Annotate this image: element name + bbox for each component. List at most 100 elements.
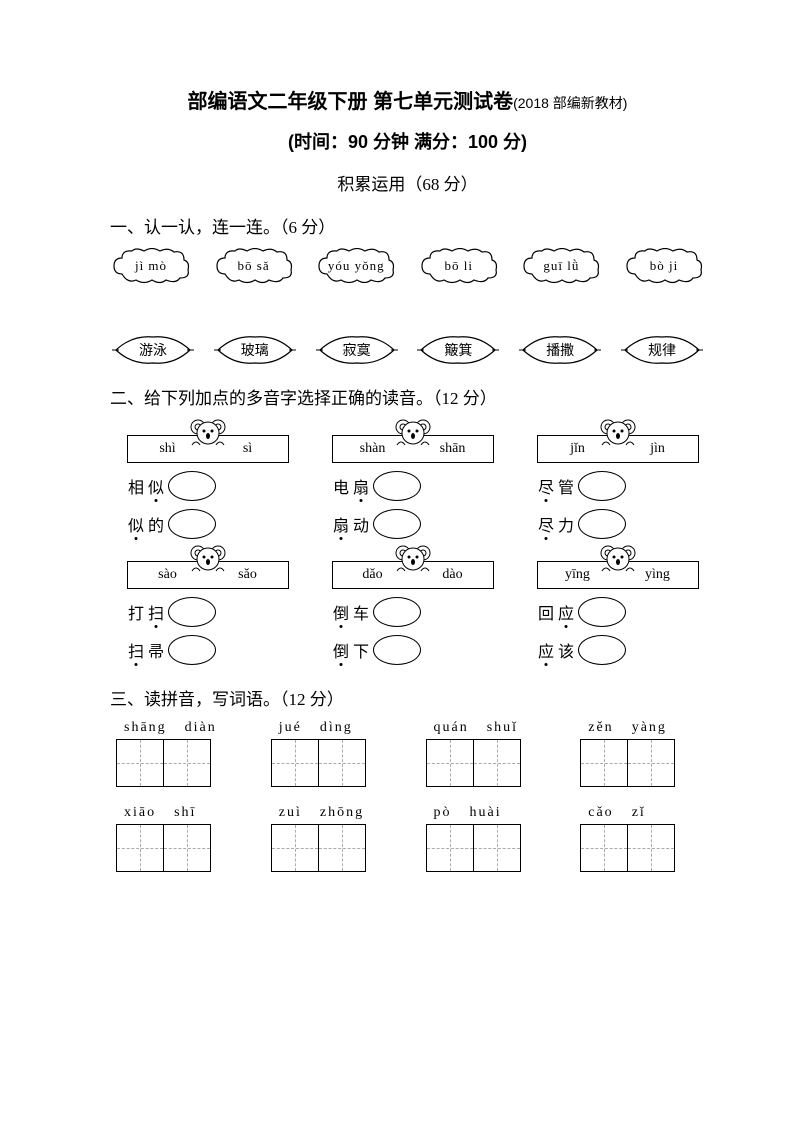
tianzi-cell[interactable] <box>473 824 521 872</box>
hanzi-char: 下 <box>353 638 369 662</box>
word-row: 尽管 <box>538 471 705 501</box>
pinyin-label: zuìzhōng <box>271 805 396 821</box>
answer-oval[interactable] <box>168 509 216 539</box>
answer-oval[interactable] <box>168 471 216 501</box>
hanzi-char: 似 <box>128 512 144 536</box>
hanzi-char: 倒 <box>333 600 349 624</box>
pinyin-write-item: zuìzhōng <box>271 805 396 872</box>
answer-oval[interactable] <box>373 597 421 627</box>
title-sub: (2018 部编新教材) <box>513 95 627 111</box>
tianzi-cell[interactable] <box>318 824 366 872</box>
answer-oval[interactable] <box>373 635 421 665</box>
tianzi-cell[interactable] <box>116 739 164 787</box>
answer-oval[interactable] <box>578 509 626 539</box>
tianzi-grid[interactable] <box>271 824 396 872</box>
word-row: 打扫 <box>128 597 295 627</box>
hanzi-char: 似 <box>148 474 164 498</box>
pinyin-write-item: zěnyàng <box>580 720 705 787</box>
hanzi-char: 扇 <box>333 512 349 536</box>
pinyin-cloud: yóu yǒng <box>317 248 395 284</box>
pinyin-choice-block: dǎo dào倒车倒下 <box>325 545 500 667</box>
hanzi-char: 倒 <box>333 638 349 662</box>
tianzi-grid[interactable] <box>116 739 241 787</box>
tianzi-cell[interactable] <box>163 739 211 787</box>
hanzi-char: 应 <box>538 638 554 662</box>
tianzi-cell[interactable] <box>426 824 474 872</box>
pinyin-cloud: bō sǎ <box>215 248 293 284</box>
hanzi-char: 扫 <box>148 600 164 624</box>
pinyin-write-item: xiāoshī <box>116 805 241 872</box>
tianzi-cell[interactable] <box>271 739 319 787</box>
word-leaf: 播撒 <box>519 334 601 366</box>
leaf-row: 游泳 玻璃 寂寞 簸箕 播撒 规律 <box>110 334 705 366</box>
word-row: 相似 <box>128 471 295 501</box>
subtitle: (时间：90 分钟 满分：100 分) <box>110 128 705 154</box>
word-leaf: 簸箕 <box>417 334 499 366</box>
pinyin-label: pòhuài <box>426 805 551 821</box>
word-row: 倒车 <box>333 597 500 627</box>
hanzi-char: 帚 <box>148 638 164 662</box>
tianzi-cell[interactable] <box>271 824 319 872</box>
tianzi-cell[interactable] <box>580 739 628 787</box>
tianzi-cell[interactable] <box>116 824 164 872</box>
tianzi-grid[interactable] <box>426 824 551 872</box>
pinyin-label: zěnyàng <box>580 720 705 736</box>
pinyin-write-item: shāngdiàn <box>116 720 241 787</box>
hanzi-char: 扫 <box>128 638 144 662</box>
answer-oval[interactable] <box>373 471 421 501</box>
hanzi-char: 相 <box>128 474 144 498</box>
word-row: 电扇 <box>333 471 500 501</box>
pinyin-write-item: juédìng <box>271 720 396 787</box>
word-leaf: 玻璃 <box>214 334 296 366</box>
answer-oval[interactable] <box>168 635 216 665</box>
pinyin-cloud: bō li <box>420 248 498 284</box>
hanzi-char: 尽 <box>538 512 554 536</box>
main-title: 部编语文二年级下册 第七单元测试卷(2018 部编新教材) <box>110 85 705 114</box>
tianzi-cell[interactable] <box>318 739 366 787</box>
tianzi-grid[interactable] <box>271 739 396 787</box>
tianzi-cell[interactable] <box>627 824 675 872</box>
word-row: 应该 <box>538 635 705 665</box>
tianzi-cell[interactable] <box>163 824 211 872</box>
tianzi-cell[interactable] <box>473 739 521 787</box>
answer-oval[interactable] <box>373 509 421 539</box>
word-leaf: 规律 <box>621 334 703 366</box>
pinyin-label: quánshuǐ <box>426 720 551 736</box>
tianzi-grid[interactable] <box>580 739 705 787</box>
pinyin-cloud: guī lǜ <box>522 248 600 284</box>
hanzi-char: 回 <box>538 600 554 624</box>
tianzi-cell[interactable] <box>580 824 628 872</box>
s1-heading: 一、认一认，连一连。（6 分） <box>110 213 705 238</box>
word-leaf: 游泳 <box>112 334 194 366</box>
s2-heading: 二、给下列加点的多音字选择正确的读音。（12 分） <box>110 384 705 409</box>
hanzi-char: 力 <box>558 512 574 536</box>
answer-oval[interactable] <box>578 635 626 665</box>
pinyin-write-item: quánshuǐ <box>426 720 551 787</box>
pinyin-label: cǎozǐ <box>580 805 705 821</box>
tianzi-grid[interactable] <box>116 824 241 872</box>
pinyin-choice-block: jǐn jìn尽管尽力 <box>530 419 705 541</box>
answer-oval[interactable] <box>578 597 626 627</box>
hanzi-char: 电 <box>333 474 349 498</box>
word-row: 回应 <box>538 597 705 627</box>
tianzi-grid[interactable] <box>580 824 705 872</box>
pinyin-write-item: cǎozǐ <box>580 805 705 872</box>
hanzi-char: 该 <box>558 638 574 662</box>
tianzi-grid[interactable] <box>426 739 551 787</box>
hanzi-char: 管 <box>558 474 574 498</box>
hanzi-char: 车 <box>353 600 369 624</box>
hanzi-char: 动 <box>353 512 369 536</box>
pinyin-cloud: jì mò <box>112 248 190 284</box>
pinyin-cloud: bò ji <box>625 248 703 284</box>
pinyin-write-item: pòhuài <box>426 805 551 872</box>
word-row: 倒下 <box>333 635 500 665</box>
pinyin-label: juédìng <box>271 720 396 736</box>
answer-oval[interactable] <box>168 597 216 627</box>
answer-oval[interactable] <box>578 471 626 501</box>
tianzi-cell[interactable] <box>627 739 675 787</box>
word-row: 扇动 <box>333 509 500 539</box>
word-row: 似的 <box>128 509 295 539</box>
pinyin-label: shāngdiàn <box>116 720 241 736</box>
s3-heading: 三、读拼音，写词语。（12 分） <box>110 685 705 710</box>
tianzi-cell[interactable] <box>426 739 474 787</box>
